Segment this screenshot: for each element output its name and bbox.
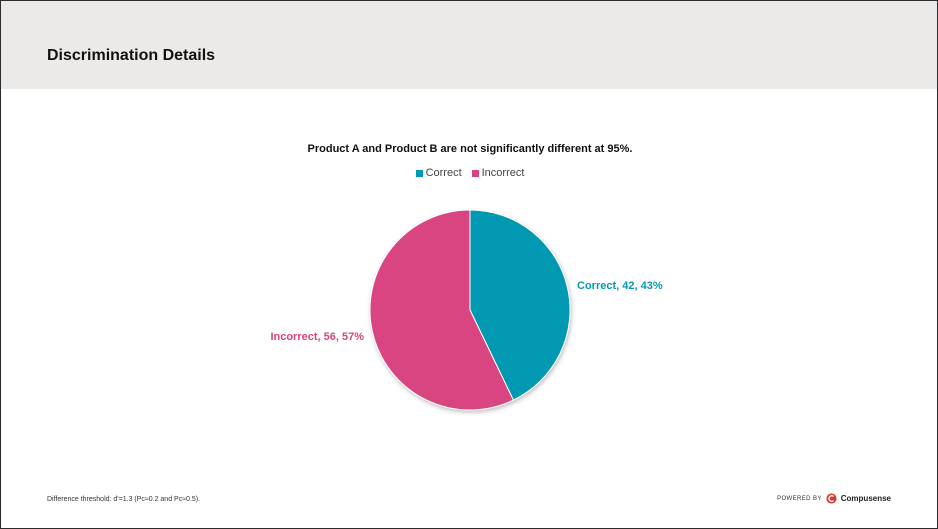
data-label-incorrect: Incorrect, 56, 57%: [270, 331, 364, 343]
brand-name: Compusense: [840, 494, 891, 503]
header-bar: Discrimination Details: [1, 1, 937, 89]
chart-legend: Correct Incorrect: [1, 167, 938, 179]
legend-item-incorrect: Incorrect: [471, 167, 525, 179]
page-title: Discrimination Details: [47, 47, 216, 64]
legend-label-correct: Correct: [425, 167, 462, 179]
footnote: Difference threshold: d'=1.3 (Pc≈0.2 and…: [47, 496, 201, 503]
compusense-logo-icon: [826, 493, 837, 504]
legend-label-incorrect: Incorrect: [481, 167, 525, 179]
powered-by-logo: POWERED BY Compusense: [777, 493, 891, 504]
chart-title: Product A and Product B are not signific…: [307, 143, 633, 155]
legend-item-correct: Correct: [415, 167, 462, 179]
powered-by-text: POWERED BY: [777, 495, 822, 502]
pie-slice-incorrect: [369, 209, 515, 411]
legend-swatch-incorrect: [471, 169, 479, 177]
pie-slice-correct: [469, 209, 571, 401]
legend-swatch-correct: [415, 169, 423, 177]
data-label-correct: Correct, 42, 43%: [577, 280, 663, 292]
